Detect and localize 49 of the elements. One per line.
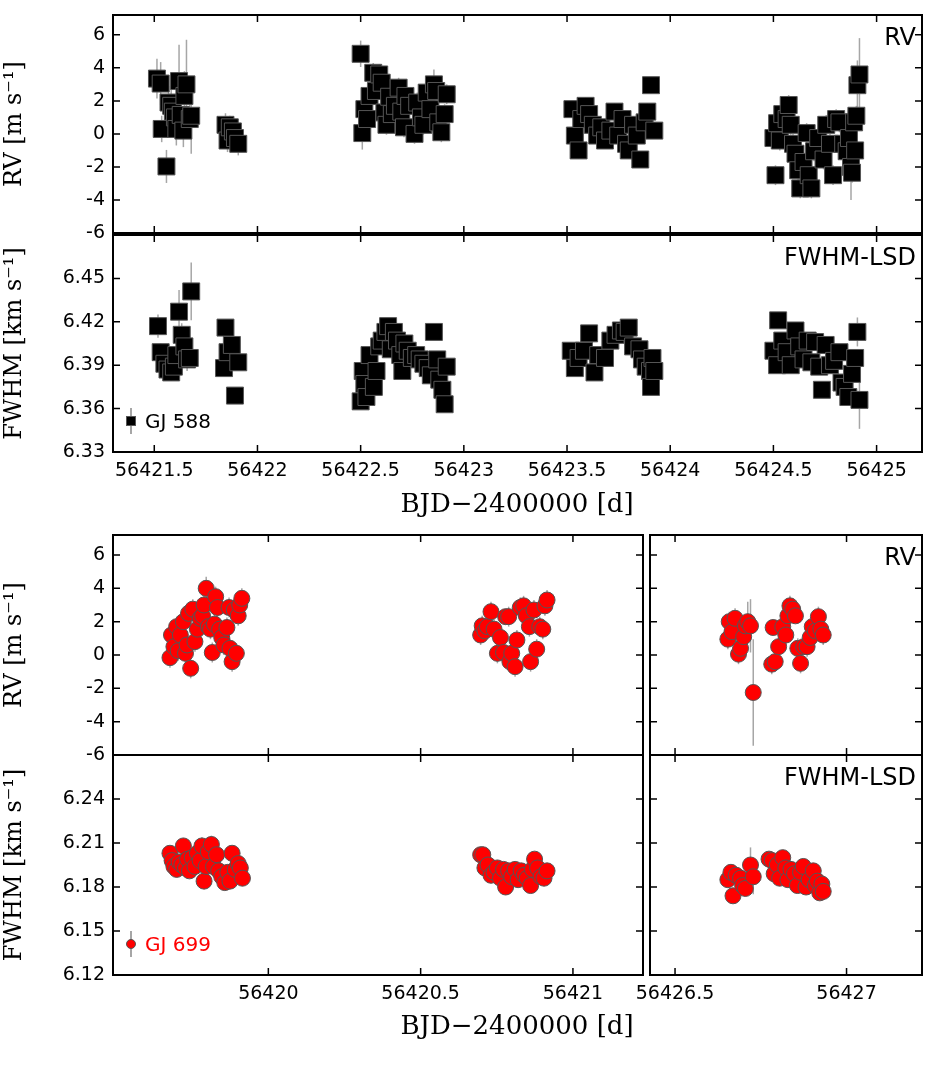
y-tick-label: -2	[86, 153, 105, 176]
x-tick-label: 56422.5	[321, 458, 400, 481]
y-tick-label: 6.45	[62, 265, 105, 288]
x-tick-label: 56422	[227, 458, 288, 481]
x-tick-label: 56421.5	[114, 458, 194, 481]
y-tick-label: 4	[92, 54, 105, 77]
legend-label: GJ 699	[145, 932, 211, 956]
y-tick-label: 6.33	[62, 438, 105, 461]
y-axis-title: RV [m s⁻¹]	[0, 61, 27, 187]
annotation: RV	[884, 543, 917, 572]
x-tick-label: 56420.5	[381, 981, 460, 1004]
x-tick-label: 56424	[639, 458, 701, 481]
y-tick-label: 6.42	[62, 308, 105, 331]
y-tick-label: 6.12	[62, 961, 105, 984]
x-tick-label: 56423	[433, 458, 495, 481]
y-tick-label: -4	[86, 708, 105, 731]
y-tick-label: -6	[86, 219, 105, 242]
x-tick-label: 56420	[238, 981, 299, 1004]
y-axis-title: FWHM [km s⁻¹]	[0, 768, 27, 962]
y-tick-label: 6.21	[62, 829, 105, 852]
y-tick-label: 6	[92, 541, 105, 564]
y-tick-label: -2	[86, 675, 105, 698]
y-tick-label: 6.18	[62, 873, 105, 896]
y-tick-label: 2	[92, 87, 105, 110]
y-tick-label: 2	[92, 608, 105, 631]
y-tick-label: -4	[86, 186, 105, 209]
legend-label: GJ 588	[145, 409, 211, 433]
x-axis-title: BJD−2400000 [d]	[399, 1010, 635, 1040]
x-tick-label: 56423.5	[527, 458, 607, 481]
x-tick-label: 56424.5	[734, 458, 813, 481]
y-tick-label: 4	[92, 575, 105, 598]
annotation: FWHM-LSD	[783, 763, 916, 792]
y-tick-label: 6	[92, 21, 105, 44]
x-tick-label: 56426.5	[635, 981, 715, 1004]
y-tick-label: 0	[92, 641, 105, 664]
annotation: RV	[884, 23, 917, 52]
y-tick-label: 6.39	[62, 352, 105, 375]
x-tick-label: 56425	[846, 458, 907, 481]
x-axis-title: BJD−2400000 [d]	[399, 488, 635, 518]
y-axis-title: FWHM [km s⁻¹]	[0, 247, 27, 440]
y-tick-label: 6.15	[62, 917, 105, 940]
y-axis-title: RV [m s⁻¹]	[0, 582, 27, 708]
y-tick-label: -6	[86, 741, 105, 764]
y-tick-label: 0	[92, 120, 105, 143]
x-tick-label: 56421	[542, 981, 604, 1004]
annotation: FWHM-LSD	[783, 243, 916, 272]
y-tick-label: 6.36	[62, 395, 105, 418]
x-tick-label: 56427	[816, 981, 877, 1004]
y-tick-label: 6.24	[62, 785, 105, 808]
